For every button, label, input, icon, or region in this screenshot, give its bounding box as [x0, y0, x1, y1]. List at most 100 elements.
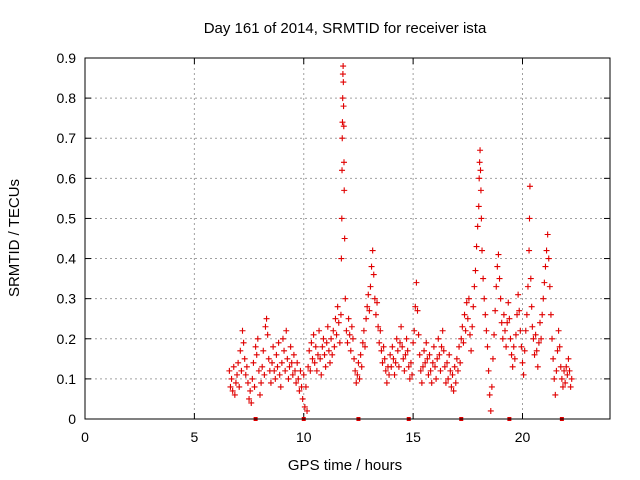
data-point: [561, 367, 568, 374]
data-point: [399, 343, 406, 350]
data-point: [270, 343, 277, 350]
data-point: [488, 383, 495, 390]
data-point: [304, 407, 311, 414]
grid-layer: [85, 58, 610, 419]
data-point: [359, 339, 366, 346]
data-point: [457, 359, 464, 366]
data-point: [414, 307, 421, 314]
data-point: [383, 379, 390, 386]
data-point: [528, 303, 535, 310]
data-point: [259, 363, 266, 370]
data-point: [276, 371, 283, 378]
data-point: [393, 335, 400, 342]
data-point: [463, 299, 470, 306]
data-point: [345, 315, 352, 322]
data-point: [358, 363, 365, 370]
data-point: [241, 355, 248, 362]
data-point: [269, 359, 276, 366]
data-point: [378, 347, 385, 354]
data-point: [379, 359, 386, 366]
data-point: [407, 359, 414, 366]
data-point: [288, 359, 295, 366]
data-point: [246, 395, 253, 402]
data-point: [405, 363, 412, 370]
y-tick-label: 0.1: [57, 371, 77, 387]
data-point: [413, 279, 420, 286]
data-point: [551, 375, 558, 382]
data-point: [228, 375, 235, 382]
data-point: [390, 355, 397, 362]
data-point: [340, 63, 347, 70]
data-point: [477, 147, 484, 154]
data-point: [485, 367, 492, 374]
data-point: [555, 327, 562, 334]
data-point: [495, 251, 502, 258]
data-point: [236, 383, 243, 390]
data-point: [275, 339, 282, 346]
data-point: [444, 359, 451, 366]
data-point: [493, 283, 500, 290]
data-point: [533, 347, 540, 354]
data-point: [329, 351, 336, 358]
data-point: [498, 319, 505, 326]
data-point: [227, 383, 234, 390]
data-point: [447, 367, 454, 374]
data-point: [354, 371, 361, 378]
data-point: [317, 355, 324, 362]
data-point: [341, 159, 347, 166]
data-point: [564, 371, 571, 378]
data-point: [520, 371, 527, 378]
y-tick-label: 0.8: [57, 90, 77, 106]
data-point: [302, 383, 309, 390]
chart-title: Day 161 of 2014, SRMTID for receiver ist…: [204, 20, 487, 37]
data-point: [527, 275, 534, 282]
data-point: [411, 327, 418, 334]
y-tick-label: 0.5: [57, 210, 77, 226]
data-point: [416, 351, 423, 358]
data-point: [435, 335, 442, 342]
data-point: [364, 303, 371, 310]
data-point: [427, 367, 434, 374]
data-point: [460, 339, 467, 346]
data-point: [336, 339, 343, 346]
data-point: [309, 355, 316, 362]
data-point: [355, 359, 362, 366]
data-point: [497, 295, 504, 302]
data-point: [521, 347, 528, 354]
data-point: [297, 367, 304, 374]
data-point: [535, 339, 542, 346]
data-point: [356, 375, 363, 382]
data-point: [237, 347, 244, 354]
data-point: [522, 327, 529, 334]
data-point: [421, 347, 428, 354]
data-point: [368, 263, 375, 270]
data-point: [434, 355, 441, 362]
data-point: [229, 387, 236, 394]
data-point: [500, 311, 507, 318]
data-point: [255, 367, 262, 374]
data-point: [516, 307, 523, 314]
data-point: [362, 343, 368, 350]
data-point: [325, 347, 332, 354]
data-point: [347, 347, 354, 354]
data-point: [546, 283, 553, 290]
data-point: [377, 327, 384, 334]
data-point: [286, 363, 293, 370]
data-point: [353, 379, 360, 386]
data-point: [372, 311, 379, 318]
data-point: [394, 347, 401, 354]
data-point: [502, 327, 508, 334]
data-point: [476, 175, 483, 182]
data-point: [330, 327, 337, 334]
data-point: [265, 355, 272, 362]
data-point: [307, 367, 314, 374]
data-point: [242, 371, 249, 378]
data-point: [475, 203, 482, 210]
data-point: [357, 351, 364, 358]
data-point: [526, 215, 533, 222]
data-point: [365, 291, 372, 298]
data-point: [568, 375, 575, 382]
data-point: [318, 371, 325, 378]
data-point: [306, 347, 313, 354]
